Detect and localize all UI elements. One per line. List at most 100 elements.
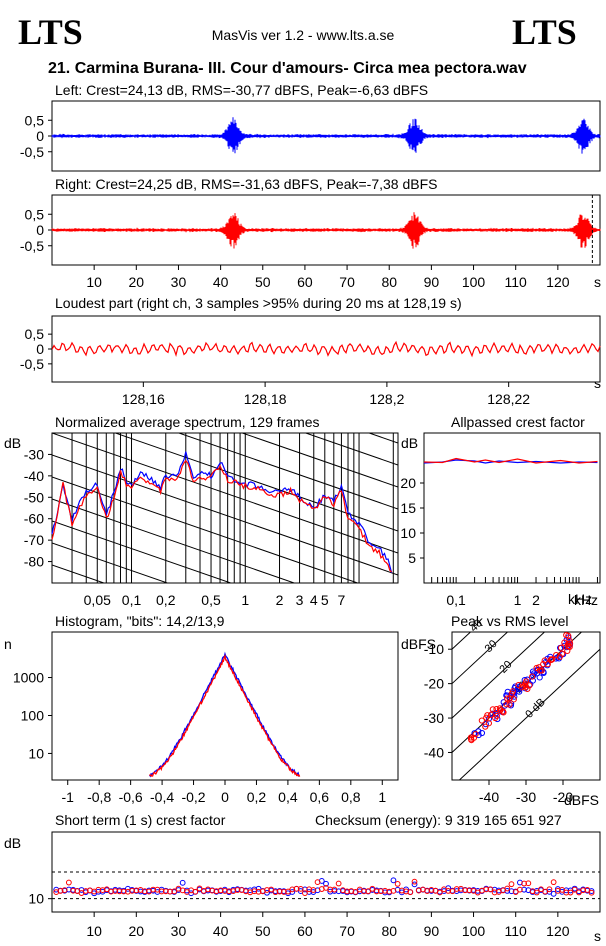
peak-rms-right-point [504, 695, 511, 702]
short-term-right-point [462, 887, 469, 894]
spectrum-xtick-label: 2 [276, 592, 284, 608]
short-term-right-point [335, 880, 342, 887]
histogram-xtick-label: -0,8 [87, 789, 111, 805]
spectrum-title: Normalized average spectrum, 129 frames [55, 414, 320, 430]
right-channel-ytick-label: 0 [36, 222, 44, 238]
spectrum-ytick-label: -40 [24, 468, 44, 484]
peak-rms-right-point [508, 690, 515, 697]
short-term-right-point [280, 889, 287, 895]
time-xtick-label: 100 [462, 274, 486, 290]
crest-ytick-label: 5 [408, 550, 416, 566]
histogram-xtick-label: 1 [378, 789, 386, 805]
peak-rms-right-point [503, 701, 510, 708]
short-term-right-point [571, 886, 578, 893]
time-xtick-label: 10 [86, 274, 102, 290]
peak-rms-left-point [516, 688, 523, 695]
spectrum-slope-line [304, 433, 398, 466]
short-term-right-point [103, 886, 110, 893]
short-term-right-point [129, 887, 135, 894]
short-term-left-point [289, 889, 296, 895]
short-term-right-point [112, 888, 119, 894]
time-xtick-label: 80 [381, 274, 397, 290]
loudest-xtick-label: 128,22 [487, 391, 530, 407]
peak-rms-right-point [467, 734, 475, 741]
short-term-left-point [302, 886, 308, 893]
short-term-crest-title: Short term (1 s) crest factor [55, 812, 226, 828]
peak-rms-left-point [503, 692, 510, 699]
short-term-right-point [133, 887, 140, 894]
short-term-ytick-label: 10 [28, 891, 44, 907]
peak-rms-right-point [553, 651, 560, 659]
short-term-right-point [108, 888, 114, 895]
short-term-right-point [365, 888, 372, 895]
crest-ylabel: dB [401, 435, 418, 451]
short-term-right-point [302, 890, 308, 897]
peak-rms-right-point [483, 714, 490, 721]
histogram-xtick-label: 0,8 [341, 789, 361, 805]
spectrum-xunit: kHz [568, 591, 592, 607]
short-term-xtick-label: 10 [86, 923, 102, 939]
short-term-right-point [162, 888, 169, 895]
short-term-right-point [82, 888, 89, 894]
short-term-right-point [314, 879, 321, 886]
peak-rms-right-point [485, 720, 492, 727]
crest-xtick-label: 1 [514, 592, 522, 608]
peak-rms-right-point [557, 644, 565, 651]
short-term-xunit: s [594, 928, 601, 944]
crest-ytick-label: 15 [400, 500, 416, 516]
short-term-right-point [525, 880, 532, 887]
short-term-right-point [221, 888, 228, 894]
short-term-right-point [226, 888, 232, 895]
peak-rms-right-point [559, 650, 566, 657]
spectrum-ytick-label: -30 [24, 446, 44, 462]
short-term-right-point [550, 879, 557, 886]
peak-rms-right-point [544, 661, 551, 668]
peak-rms-left-point [540, 668, 547, 676]
short-term-right-point [141, 888, 148, 895]
short-term-right-point [158, 888, 165, 895]
peak-rms-right-point [566, 637, 573, 645]
loudest-xunit: s [594, 375, 601, 391]
time-xtick-label: 40 [213, 274, 229, 290]
short-term-right-point [272, 889, 279, 896]
loudest-part-title: Loudest part (right ch, 3 samples >95% d… [55, 295, 462, 311]
short-term-right-point [445, 888, 452, 894]
peak-rms-right-point [506, 701, 513, 708]
short-term-right-point [120, 888, 127, 895]
peak-rms-right-point [489, 706, 496, 713]
short-term-right-point [487, 886, 494, 893]
short-term-right-point [390, 887, 397, 894]
loudest-ytick-label: 0 [36, 341, 44, 357]
short-term-right-point [394, 880, 401, 887]
histogram-xtick-label: 0,4 [278, 789, 298, 805]
short-term-xtick-label: 40 [213, 923, 229, 939]
short-term-right-point [344, 888, 350, 895]
spectrum-slope-line [52, 498, 296, 583]
peak-rms-left-point [478, 729, 486, 737]
crest-frame [423, 432, 601, 584]
spectrum-xtick-label: 4 [310, 592, 318, 608]
short-term-right-point [546, 886, 553, 893]
short-term-left-point [474, 888, 481, 894]
spectrum-left-series [51, 451, 393, 573]
right-channel-title: Right: Crest=24,25 dB, RMS=-31,63 dBFS, … [55, 176, 437, 192]
peak-rms-right-point [523, 678, 530, 685]
histogram-ytick-label: 10 [28, 745, 44, 761]
histogram-xtick-label: 0 [221, 789, 229, 805]
short-term-right-point [538, 886, 544, 893]
histogram-right-series [149, 654, 301, 777]
spectrum-xtick-label: 0,2 [156, 592, 176, 608]
short-term-right-point [542, 888, 549, 895]
short-term-right-point [65, 879, 72, 886]
histogram-xtick-label: -1 [62, 789, 75, 805]
short-term-right-point [567, 889, 574, 896]
time-xtick-label: 20 [129, 274, 145, 290]
short-term-xtick-label: 120 [546, 923, 570, 939]
short-term-right-point [361, 888, 367, 895]
crest-xtick-label: 2 [532, 592, 540, 608]
spectrum-ylabel: dB [4, 435, 21, 451]
spectrum-slope-line [52, 454, 398, 576]
short-term-right-point [521, 880, 528, 887]
loudest-ytick-label: -0,5 [20, 356, 44, 372]
short-term-right-point [331, 886, 338, 893]
